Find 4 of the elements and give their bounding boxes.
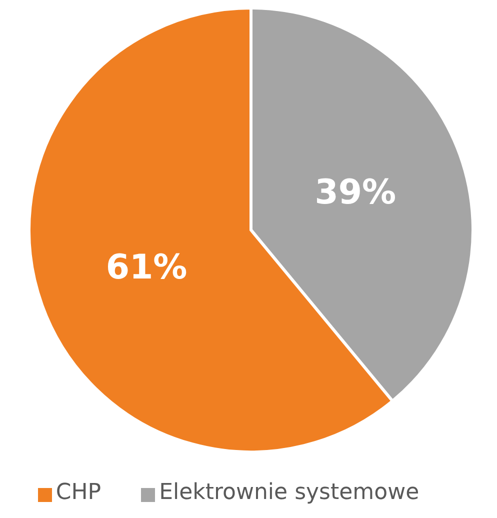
data-label: 39% (314, 172, 396, 212)
data-label: 61% (106, 248, 188, 288)
legend-label: CHP (56, 480, 102, 505)
legend-label: Elektrownie systemowe (159, 480, 420, 505)
